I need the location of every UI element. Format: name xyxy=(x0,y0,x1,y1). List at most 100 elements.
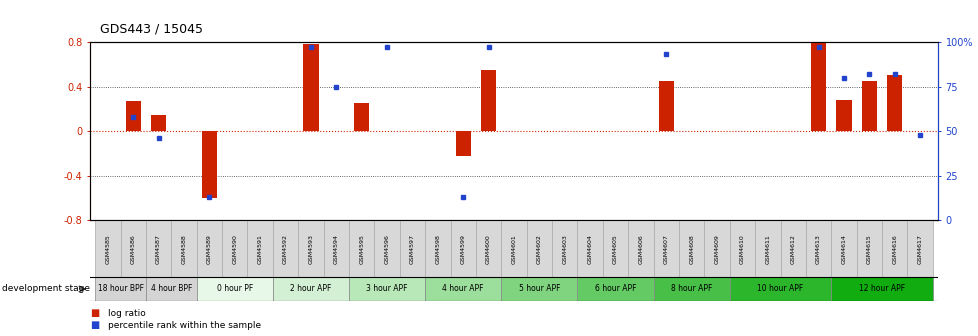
Text: GSM4598: GSM4598 xyxy=(435,234,440,263)
Text: GSM4602: GSM4602 xyxy=(536,234,541,263)
Text: GSM4593: GSM4593 xyxy=(308,234,313,264)
Text: 12 hour APF: 12 hour APF xyxy=(858,285,905,293)
Text: 6 hour APF: 6 hour APF xyxy=(595,285,636,293)
Bar xyxy=(830,277,932,301)
Bar xyxy=(653,277,729,301)
Text: log ratio: log ratio xyxy=(108,308,146,318)
Text: 3 hour APF: 3 hour APF xyxy=(366,285,408,293)
Bar xyxy=(856,220,881,277)
Bar xyxy=(779,220,805,277)
Bar xyxy=(754,220,779,277)
Text: GSM4604: GSM4604 xyxy=(587,234,592,263)
Text: GSM4606: GSM4606 xyxy=(638,234,643,263)
Bar xyxy=(247,220,273,277)
Text: 8 hour APF: 8 hour APF xyxy=(670,285,712,293)
Bar xyxy=(653,220,679,277)
Text: GSM4594: GSM4594 xyxy=(333,234,338,264)
Text: GSM4586: GSM4586 xyxy=(131,234,136,263)
Bar xyxy=(197,277,273,301)
Text: 0 hour PF: 0 hour PF xyxy=(216,285,252,293)
Bar xyxy=(475,220,501,277)
Bar xyxy=(628,220,653,277)
Text: GSM4610: GSM4610 xyxy=(739,234,744,263)
Bar xyxy=(861,81,876,131)
Bar xyxy=(679,220,703,277)
Bar xyxy=(273,220,298,277)
Bar xyxy=(805,220,830,277)
Bar xyxy=(729,277,830,301)
Text: GSM4615: GSM4615 xyxy=(866,234,871,263)
Text: 18 hour BPF: 18 hour BPF xyxy=(98,285,144,293)
Text: GSM4617: GSM4617 xyxy=(916,234,921,263)
Bar xyxy=(577,277,653,301)
Text: GSM4607: GSM4607 xyxy=(663,234,668,263)
Bar xyxy=(222,220,247,277)
Bar xyxy=(120,220,146,277)
Text: ■: ■ xyxy=(90,320,99,330)
Text: GSM4595: GSM4595 xyxy=(359,234,364,263)
Text: GSM4614: GSM4614 xyxy=(841,234,846,263)
Text: ■: ■ xyxy=(90,307,99,318)
Text: GSM4591: GSM4591 xyxy=(257,234,262,263)
Text: GSM4588: GSM4588 xyxy=(181,234,186,263)
Bar xyxy=(95,220,120,277)
Bar xyxy=(151,116,166,131)
Bar xyxy=(658,81,673,131)
Bar xyxy=(830,220,856,277)
Bar xyxy=(886,75,902,131)
Bar xyxy=(907,220,932,277)
Bar xyxy=(95,277,146,301)
Bar xyxy=(810,43,825,131)
Bar xyxy=(703,220,729,277)
Bar xyxy=(480,70,496,131)
Bar xyxy=(146,277,197,301)
Bar xyxy=(303,44,318,131)
Text: GSM4608: GSM4608 xyxy=(689,234,693,263)
Bar xyxy=(455,131,470,156)
Text: GSM4589: GSM4589 xyxy=(206,234,211,263)
Text: GSM4613: GSM4613 xyxy=(816,234,821,263)
Text: GSM4599: GSM4599 xyxy=(461,234,466,264)
Bar xyxy=(374,220,399,277)
Bar xyxy=(354,103,369,131)
Text: GSM4612: GSM4612 xyxy=(790,234,795,263)
Text: GSM4609: GSM4609 xyxy=(714,234,719,263)
Bar xyxy=(835,100,851,131)
Text: GSM4590: GSM4590 xyxy=(232,234,237,263)
Bar xyxy=(729,220,754,277)
Bar xyxy=(146,220,171,277)
Text: GSM4611: GSM4611 xyxy=(765,234,770,263)
Text: GSM4596: GSM4596 xyxy=(384,234,389,263)
Bar xyxy=(501,220,526,277)
Bar xyxy=(501,277,577,301)
Bar xyxy=(424,220,450,277)
Bar xyxy=(298,220,324,277)
Text: GSM4603: GSM4603 xyxy=(561,234,566,263)
Bar xyxy=(602,220,628,277)
Text: 2 hour APF: 2 hour APF xyxy=(289,285,332,293)
Bar xyxy=(450,220,475,277)
Bar xyxy=(348,220,374,277)
Bar xyxy=(171,220,197,277)
Bar xyxy=(125,101,141,131)
Text: GSM4597: GSM4597 xyxy=(410,234,415,264)
Text: GSM4585: GSM4585 xyxy=(106,234,111,263)
Text: GSM4601: GSM4601 xyxy=(511,234,516,263)
Text: 10 hour APF: 10 hour APF xyxy=(757,285,803,293)
Text: GSM4616: GSM4616 xyxy=(891,234,896,263)
Bar xyxy=(201,131,217,198)
Text: GDS443 / 15045: GDS443 / 15045 xyxy=(100,22,202,35)
Text: GSM4592: GSM4592 xyxy=(283,234,288,264)
Bar xyxy=(552,220,577,277)
Bar xyxy=(324,220,348,277)
Text: GSM4587: GSM4587 xyxy=(156,234,161,263)
Text: development stage: development stage xyxy=(2,285,90,293)
Text: 4 hour APF: 4 hour APF xyxy=(442,285,483,293)
Bar xyxy=(424,277,501,301)
Text: GSM4605: GSM4605 xyxy=(612,234,617,263)
Text: 4 hour BPF: 4 hour BPF xyxy=(151,285,192,293)
Text: 5 hour APF: 5 hour APF xyxy=(518,285,559,293)
Text: percentile rank within the sample: percentile rank within the sample xyxy=(108,321,260,330)
Bar xyxy=(526,220,552,277)
Bar xyxy=(881,220,907,277)
